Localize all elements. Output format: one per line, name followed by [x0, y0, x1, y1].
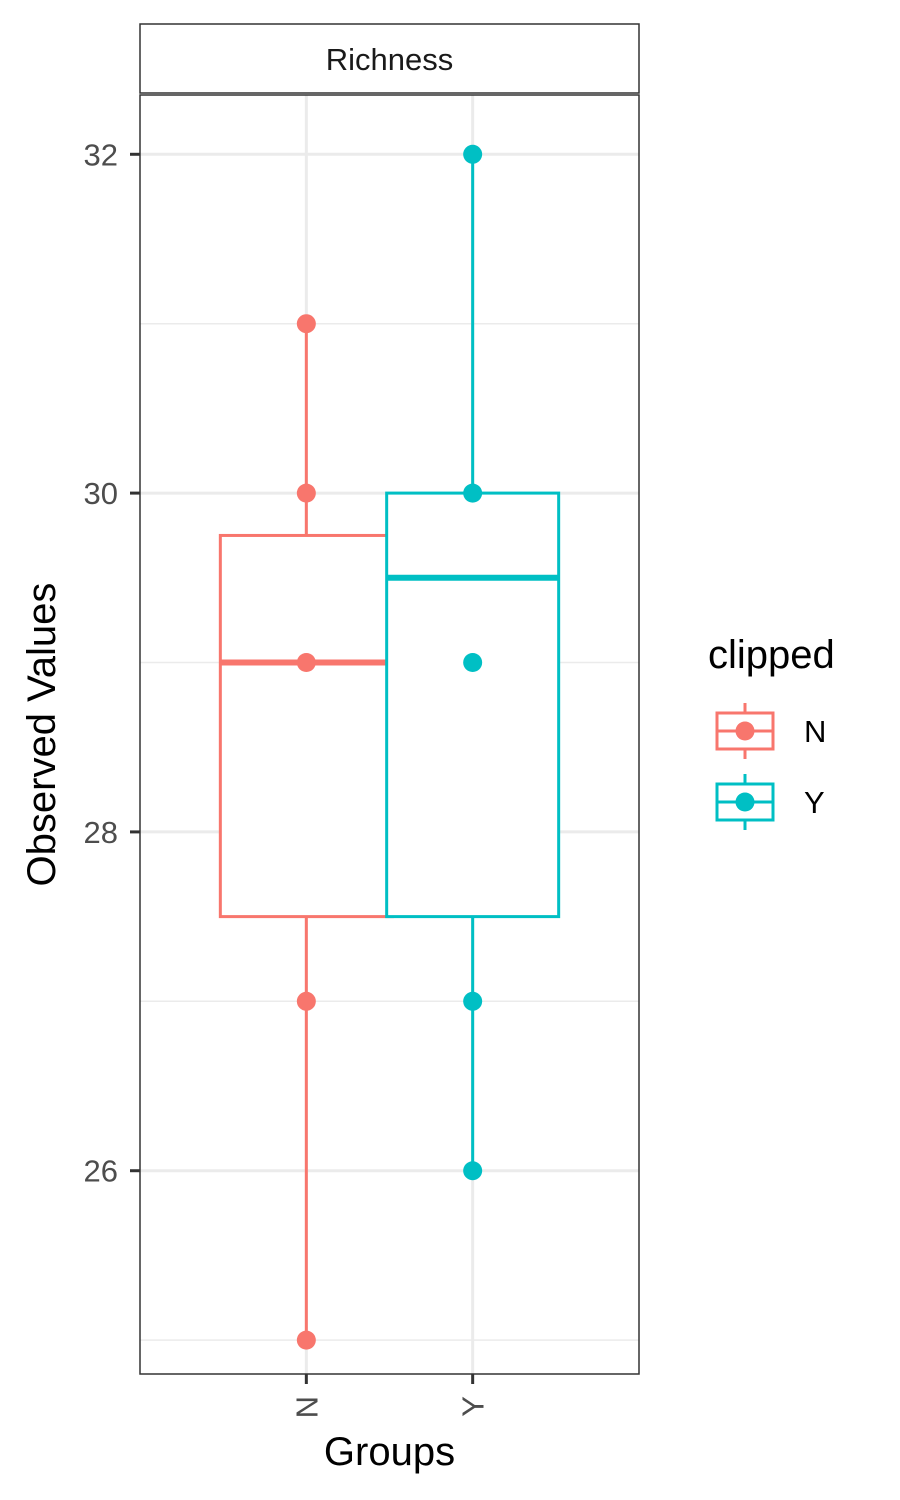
- box-N: [218, 314, 394, 1350]
- y-axis-title: Observed Values: [20, 583, 64, 887]
- legend-title: clipped: [708, 633, 835, 677]
- facet-strip: Richness: [139, 23, 640, 94]
- box-iqr: [218, 533, 394, 919]
- legend-key-Y: [715, 774, 775, 830]
- legend-key-N: [715, 703, 775, 759]
- y-tick-label: 30: [84, 476, 118, 511]
- data-point: [296, 1330, 316, 1350]
- x-axis-title: Groups: [324, 1430, 455, 1474]
- y-tick-label: 26: [84, 1154, 118, 1189]
- panel-border: [139, 94, 640, 1375]
- data-point: [463, 653, 483, 673]
- data-point: [463, 483, 483, 503]
- data-point: [296, 314, 316, 334]
- box-iqr: [385, 491, 561, 919]
- legend-label-N: N: [804, 714, 826, 749]
- data-point: [463, 991, 483, 1011]
- data-point: [463, 1161, 483, 1181]
- data-point: [463, 144, 483, 164]
- legend-label-Y: Y: [804, 785, 825, 820]
- legend: clipped N Y: [708, 633, 835, 830]
- facet-strip-background: [139, 23, 640, 94]
- legend-key-point: [735, 721, 755, 741]
- x-tick-label: Y: [456, 1396, 491, 1417]
- data-point: [296, 991, 316, 1011]
- x-tick-label: N: [289, 1396, 324, 1418]
- y-tick-label: 32: [84, 137, 118, 172]
- box-Y: [385, 144, 561, 1181]
- legend-key-point: [735, 792, 755, 812]
- series-layer: [218, 144, 561, 1350]
- facet-strip-label: Richness: [326, 42, 454, 77]
- data-point: [296, 653, 316, 673]
- y-tick-label: 28: [84, 815, 118, 850]
- y-axis: 26 28 30 32: [84, 137, 140, 1189]
- data-point: [296, 483, 316, 503]
